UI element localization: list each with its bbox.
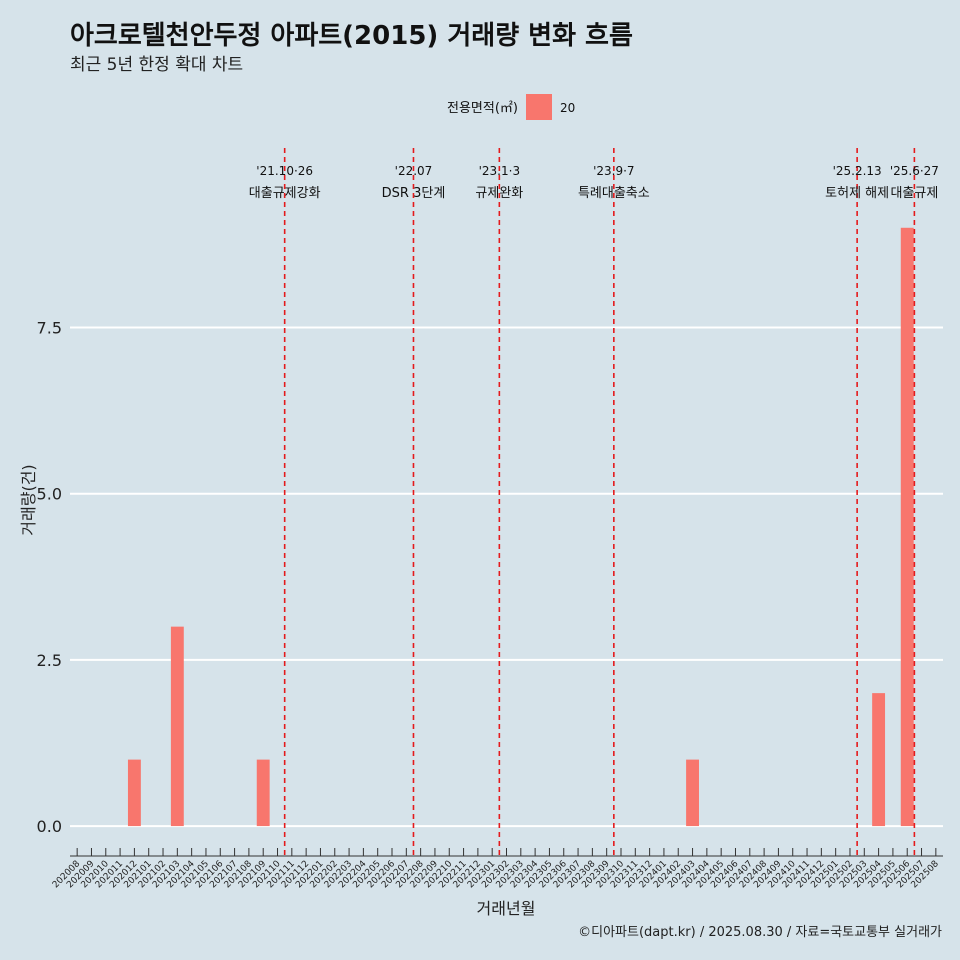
event-label: DSR 3단계 bbox=[382, 186, 446, 201]
caption: ©디아파트(dapt.kr) / 2025.08.30 / 자료=국토교통부 실… bbox=[578, 925, 942, 940]
bar-202506 bbox=[900, 227, 914, 827]
y-axis-title: 거래량(건) bbox=[19, 464, 38, 535]
bar-202504 bbox=[872, 693, 886, 827]
chart-title: 아크로텔천안두정 아파트(2015) 거래량 변화 흐름 bbox=[70, 21, 633, 51]
y-axis: 0.0 2.5 5.0 7.5 bbox=[37, 318, 62, 836]
event-layer: '21.10·26 대출규제강화 '22.07 DSR 3단계 '23.1·3 규제완화 '… bbox=[249, 148, 939, 856]
bar-202403 bbox=[686, 759, 699, 827]
event-date: '21.10·26 bbox=[256, 164, 313, 178]
legend-swatch bbox=[526, 94, 552, 120]
event-date: '25.6·27 bbox=[890, 164, 939, 178]
y-tick-label: 7.5 bbox=[37, 318, 62, 337]
y-tick-label: 0.0 bbox=[37, 817, 62, 836]
grid-layer bbox=[70, 326, 943, 828]
bar-202103 bbox=[170, 626, 184, 827]
event-date: '22.07 bbox=[395, 164, 433, 178]
event-date: '25.2.13 bbox=[833, 164, 882, 178]
bar-202012 bbox=[127, 759, 141, 827]
y-tick-label: 5.0 bbox=[37, 485, 62, 504]
event-label: 특례대출축소 bbox=[578, 186, 650, 201]
chart-subtitle: 최근 5년 한정 확대 차트 bbox=[70, 55, 243, 75]
event-date: '23.9·7 bbox=[593, 164, 634, 178]
legend: 전용면적(㎡) 20 bbox=[447, 94, 575, 120]
x-axis-title: 거래년월 bbox=[477, 899, 536, 918]
event-label: 규제완화 bbox=[475, 186, 523, 201]
x-tick-labels: 2020082020092020102020112020122021012021… bbox=[51, 859, 941, 891]
bar-layer bbox=[127, 227, 914, 827]
event-label: 대출규제 bbox=[890, 186, 938, 201]
x-axis bbox=[70, 848, 943, 857]
event-label: 대출규제강화 bbox=[249, 186, 321, 201]
legend-label: 20 bbox=[560, 101, 575, 115]
y-tick-label: 2.5 bbox=[37, 651, 62, 670]
bar-202109 bbox=[256, 759, 270, 827]
event-label: 토허제 해제 bbox=[825, 186, 889, 201]
event-date: '23.1·3 bbox=[479, 164, 520, 178]
legend-title: 전용면적(㎡) bbox=[447, 101, 518, 116]
